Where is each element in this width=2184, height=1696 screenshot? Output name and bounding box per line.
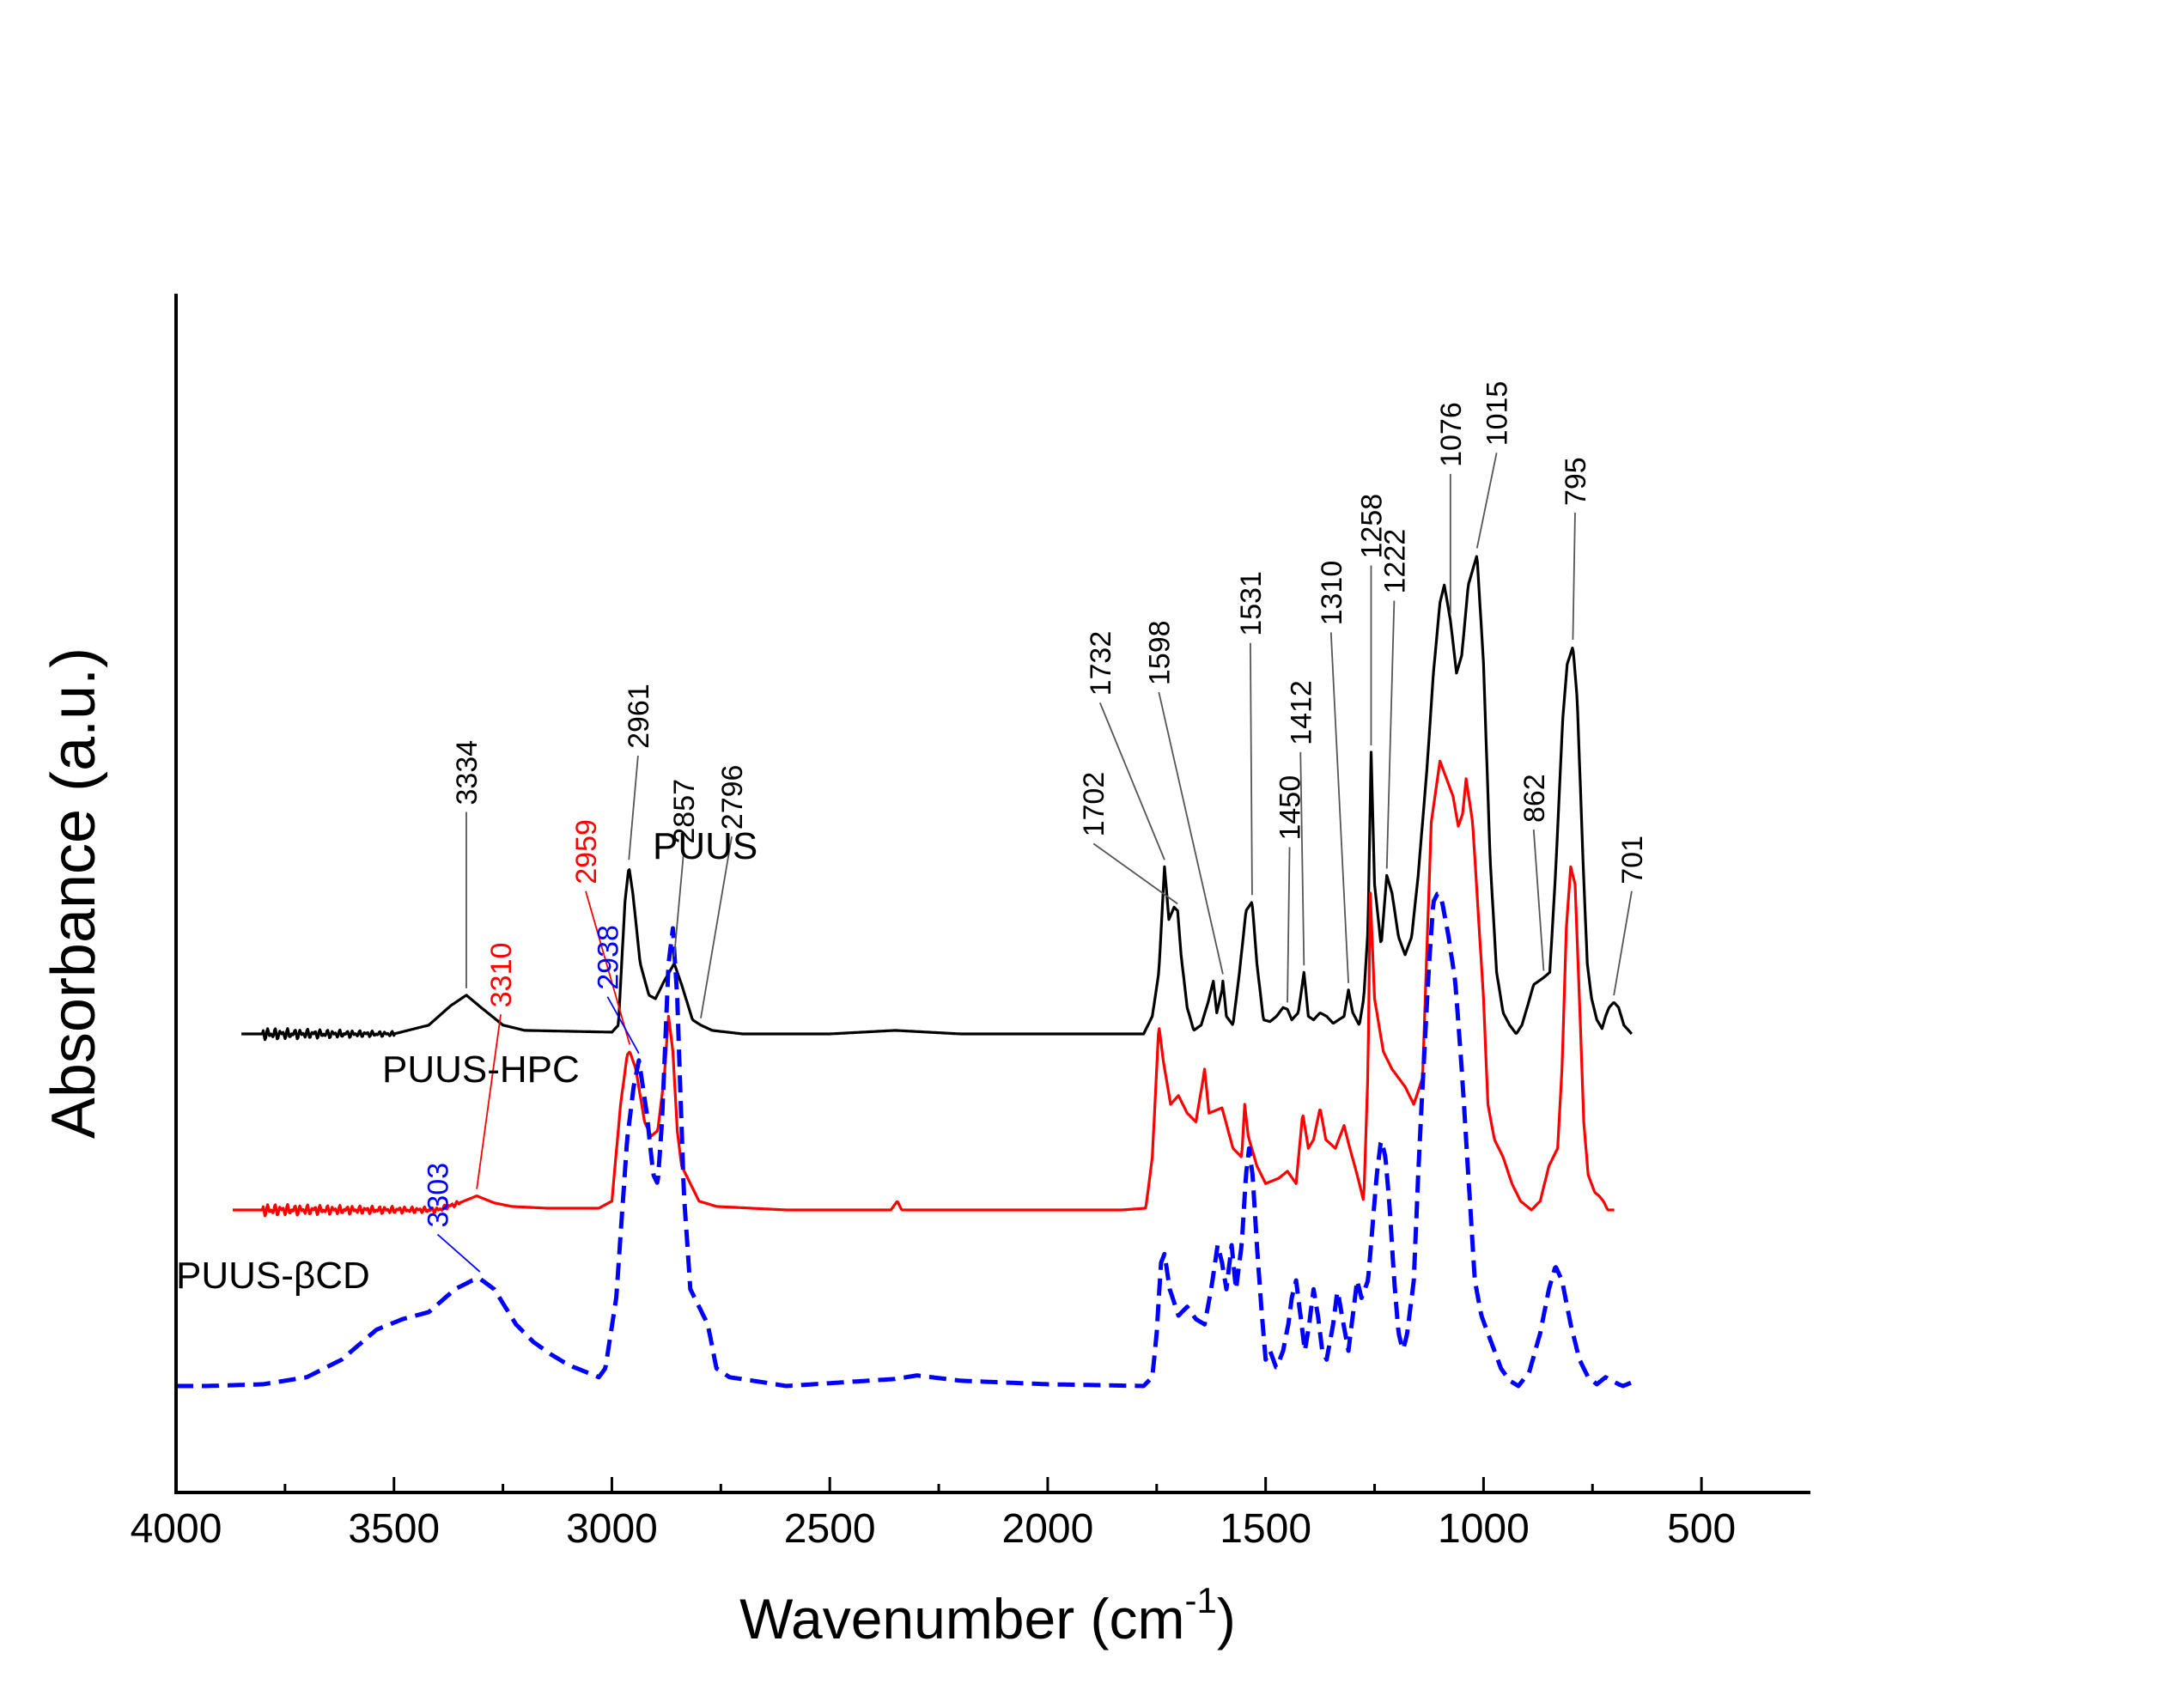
peak-label: 701: [1616, 836, 1649, 884]
peak-annotation: 2796: [700, 765, 749, 1018]
peak-leader-line: [1613, 891, 1633, 996]
peak-annotation: 2857: [668, 779, 701, 957]
peak-label: 3303: [422, 1163, 454, 1228]
peak-annotation: 1258: [1355, 494, 1388, 745]
peak-label: 2796: [716, 765, 749, 830]
peak-annotation: 1531: [1235, 571, 1268, 896]
peak-leader-line: [700, 836, 733, 1018]
series-PUUS: [240, 555, 1633, 1042]
x-tick-label: 3500: [348, 1506, 440, 1552]
peak-label: 2857: [668, 779, 701, 844]
peak-label: 1732: [1085, 631, 1117, 696]
series-layer: [174, 555, 1638, 1389]
series-label-layer: PUUS PUUS-HPC PUUS-βCD: [176, 825, 757, 1297]
peak-leader-line: [673, 850, 685, 957]
peak-leader-line: [1532, 829, 1545, 971]
peak-annotation: 862: [1518, 774, 1551, 971]
peak-label: 2959: [570, 819, 603, 884]
peak-leader-line: [585, 891, 631, 1045]
x-tick-label: 2000: [1002, 1506, 1094, 1552]
x-tick-label: 1000: [1438, 1506, 1530, 1552]
peak-label: 2938: [592, 925, 624, 990]
spectrum-line: [232, 759, 1615, 1218]
peak-label: 3310: [485, 943, 518, 1008]
peak-label: 1531: [1235, 571, 1268, 636]
peak-leader-line: [1385, 600, 1396, 869]
peak-leader-line: [1158, 691, 1224, 975]
series-PUUS-βCD: [174, 891, 1638, 1389]
peak-annotation: 1222: [1378, 529, 1411, 869]
peak-leader-line: [1092, 842, 1178, 905]
x-tick-label: 2500: [784, 1506, 876, 1552]
peak-label: 1598: [1143, 620, 1176, 685]
peak-label: 862: [1518, 774, 1551, 823]
peak-label: 1310: [1316, 561, 1348, 626]
peak-leader-line: [1098, 702, 1165, 860]
peak-annotation: 2959: [570, 819, 631, 1045]
peak-annotation: 1015: [1475, 381, 1514, 549]
peak-label: 1412: [1285, 680, 1317, 745]
series-label: PUUS-βCD: [176, 1255, 370, 1297]
peak-label: 1702: [1078, 772, 1110, 837]
peak-leader-line: [1250, 642, 1253, 896]
spectrum-line: [240, 555, 1633, 1042]
series-PUUS-HPC: [232, 759, 1615, 1218]
peak-label: 1258: [1355, 494, 1388, 559]
peak-label: 1076: [1435, 402, 1468, 467]
peak-annotation: 1598: [1143, 620, 1224, 975]
x-tick-label: 500: [1667, 1506, 1736, 1552]
x-axis-title: Wavenumber (cm-1): [739, 1580, 1236, 1650]
x-tick-label: 3000: [566, 1506, 658, 1552]
peak-leader-line: [1329, 632, 1349, 983]
peak-leader-line: [1475, 453, 1498, 549]
peak-leader-line: [1572, 512, 1576, 641]
series-label: PUUS: [653, 825, 757, 867]
x-axis-ticks: 4000 3500 3000 2500 2000 1500 1000 500: [131, 1477, 1736, 1552]
peak-leader-line: [436, 1233, 481, 1273]
peak-label: 1222: [1378, 529, 1411, 594]
peak-label: 1015: [1481, 381, 1514, 447]
peak-annotation: 1702: [1078, 772, 1178, 905]
peak-annotation: 1076: [1435, 402, 1468, 614]
peak-annotation: 795: [1560, 457, 1592, 641]
peak-annotation: 2961: [623, 684, 655, 860]
peak-leader-line: [476, 1014, 502, 1189]
peak-annotation: 1310: [1316, 561, 1349, 983]
peak-leader-line: [1287, 847, 1291, 1003]
peak-annotation: 1412: [1285, 680, 1317, 966]
peak-annotation: 3334: [451, 740, 484, 988]
x-tick-label: 1500: [1220, 1506, 1311, 1552]
x-tick-label: 4000: [131, 1506, 222, 1552]
peak-label: 2961: [623, 684, 655, 749]
peak-label: 3334: [451, 740, 484, 805]
spectrum-line: [174, 891, 1638, 1389]
peak-leader-line: [1299, 751, 1305, 966]
y-axis-title: Absorbance (a.u.): [40, 647, 108, 1139]
peak-annotation: 2938: [592, 925, 640, 1055]
peak-annotation: 1732: [1085, 631, 1165, 860]
peak-leader-line: [628, 755, 639, 860]
series-label: PUUS-HPC: [382, 1049, 580, 1091]
peak-annotation: 3310: [476, 943, 518, 1189]
peak-leader-line: [606, 996, 640, 1055]
peak-annotation: 701: [1613, 836, 1649, 996]
peak-label: 795: [1560, 457, 1592, 506]
peak-annotation: 3303: [422, 1163, 481, 1273]
